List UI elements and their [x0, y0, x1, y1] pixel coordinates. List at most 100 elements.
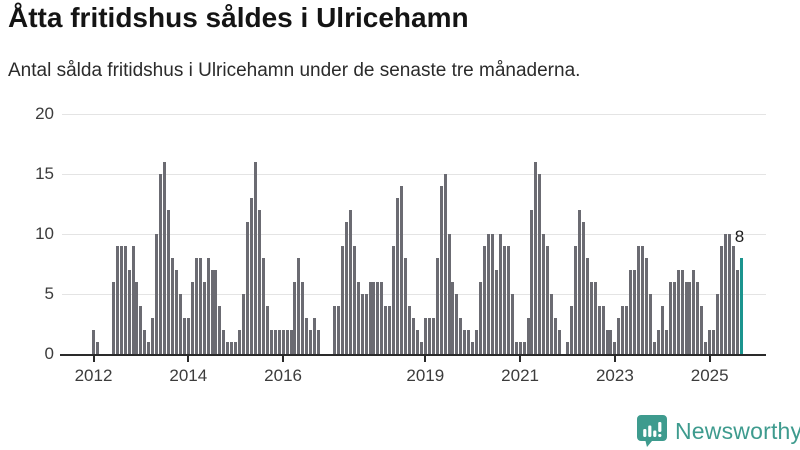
bar — [648, 294, 652, 354]
bar — [443, 174, 447, 354]
bar — [340, 246, 344, 354]
bar — [566, 342, 570, 354]
bar — [530, 210, 534, 354]
bar — [502, 246, 506, 354]
y-axis-tick-label: 10 — [35, 224, 54, 243]
x-axis-tick-label: 2023 — [595, 366, 634, 385]
gridline — [62, 294, 766, 295]
bar — [305, 318, 309, 354]
bar — [230, 342, 234, 354]
bar — [273, 330, 277, 354]
bar — [368, 282, 372, 354]
bar — [155, 234, 159, 354]
bar — [415, 330, 419, 354]
bar — [550, 294, 554, 354]
bar — [601, 306, 605, 354]
bar — [372, 282, 376, 354]
bar — [309, 330, 313, 354]
bar — [668, 282, 672, 354]
bar — [119, 246, 123, 354]
bar — [731, 246, 735, 354]
bar — [487, 234, 491, 354]
bar — [123, 246, 127, 354]
bar — [360, 294, 364, 354]
x-axis-tick — [187, 356, 190, 362]
bar — [253, 162, 257, 354]
bar — [680, 270, 684, 354]
bar — [257, 210, 261, 354]
bar — [712, 330, 716, 354]
bar — [269, 330, 273, 354]
bar — [498, 234, 502, 354]
bar — [431, 318, 435, 354]
y-axis-tick-label: 15 — [35, 164, 54, 183]
bar — [92, 330, 96, 354]
bar — [143, 330, 147, 354]
bar — [127, 270, 131, 354]
bar — [609, 330, 613, 354]
bar — [202, 282, 206, 354]
bar — [147, 342, 151, 354]
bar — [684, 282, 688, 354]
bar — [135, 282, 139, 354]
x-axis-tick-label: 2025 — [690, 366, 729, 385]
bar — [281, 330, 285, 354]
bar — [344, 222, 348, 354]
bar — [139, 306, 143, 354]
bar — [178, 294, 182, 354]
bar — [206, 258, 210, 354]
bar — [696, 282, 700, 354]
bar — [115, 246, 119, 354]
x-axis-tick-label: 2014 — [169, 366, 208, 385]
bar — [645, 258, 649, 354]
bar — [479, 282, 483, 354]
bar — [534, 162, 538, 354]
bar — [171, 258, 175, 354]
bar — [419, 342, 423, 354]
bar — [336, 306, 340, 354]
bar — [388, 306, 392, 354]
bar — [131, 246, 135, 354]
bar — [475, 330, 479, 354]
bar — [151, 318, 155, 354]
x-axis-tick — [519, 356, 522, 362]
x-axis-tick-label: 2016 — [264, 366, 302, 385]
page-title: Åtta fritidshus såldes i Ulricehamn — [8, 2, 469, 33]
bar — [589, 282, 593, 354]
y-axis-tick-label: 20 — [35, 104, 54, 123]
bar — [664, 330, 668, 354]
newsworthy-logo[interactable]: Newsworthy — [636, 414, 800, 448]
gridline — [62, 174, 766, 175]
bar — [633, 270, 637, 354]
bar — [727, 234, 731, 354]
highlighted-bar — [739, 258, 743, 354]
bar — [186, 318, 190, 354]
bar — [577, 210, 581, 354]
bar — [222, 330, 226, 354]
newsworthy-chart-bubble-icon — [636, 414, 668, 448]
bar — [313, 318, 317, 354]
bar — [688, 282, 692, 354]
chart-subtitle: Antal sålda fritidshus i Ulricehamn unde… — [8, 60, 581, 81]
bar — [435, 258, 439, 354]
bar — [494, 270, 498, 354]
x-axis-tick — [92, 356, 95, 362]
bar — [700, 306, 704, 354]
plot-area: 0 5 10 15 20 2012 2014 2016 2019 2021 2023 2025 8 — [35, 104, 766, 385]
bar — [238, 330, 242, 354]
gridline — [62, 114, 766, 115]
latest-value-label: 8 — [734, 227, 745, 246]
bar — [660, 306, 664, 354]
bar — [111, 282, 115, 354]
bar — [692, 270, 696, 354]
x-axis-tick — [424, 356, 427, 362]
y-axis-tick-label: 0 — [44, 344, 54, 363]
bar — [483, 246, 487, 354]
bar — [490, 234, 494, 354]
bar — [427, 318, 431, 354]
bar — [289, 330, 293, 354]
bar — [404, 258, 408, 354]
bar — [451, 282, 455, 354]
brand-name: Newsworthy — [675, 417, 800, 444]
